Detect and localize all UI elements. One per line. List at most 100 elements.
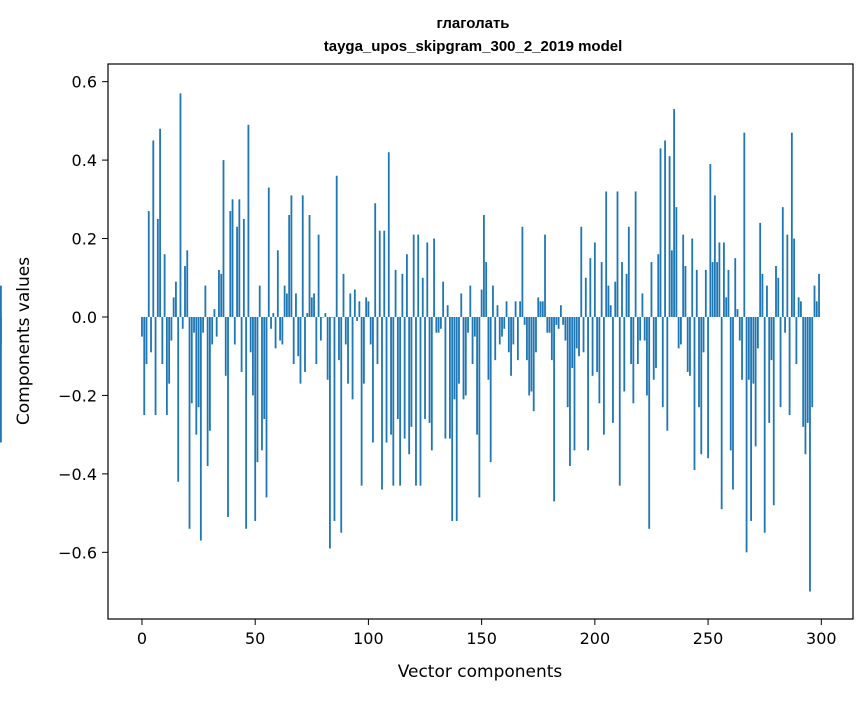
y-axis-ticks: −0.6 −0.4 −0.2 0.0 0.2 0.4 0.6 [58,73,108,562]
bar [428,316,431,423]
bar [618,316,621,486]
bar [220,273,223,317]
bar [381,316,383,490]
bar [455,316,458,521]
bar [763,316,766,533]
bar [575,316,578,349]
bar [716,262,719,317]
bar [238,199,241,317]
bar [211,316,214,345]
bar [661,316,664,408]
x-tick-label: 300 [806,629,837,648]
bar [501,316,503,337]
bar [170,316,173,341]
bar [648,316,651,529]
bar [578,316,580,357]
bar [473,316,476,337]
bar [598,316,601,404]
bar [281,316,284,345]
bar [270,316,272,329]
bar [489,316,492,463]
bar [154,316,157,416]
bar [609,305,612,317]
x-tick-label: 200 [580,629,611,648]
bar [453,316,456,400]
bar [745,316,748,553]
bar [340,316,343,533]
y-tick-label: 0.0 [72,308,97,327]
bar [788,316,791,416]
bar [288,215,291,317]
bar [537,297,540,317]
bar [224,316,227,376]
bar [168,316,171,384]
bar [229,211,232,317]
bar [507,316,510,353]
bar [750,316,752,521]
bar [582,316,585,353]
bar [213,309,216,317]
bar [743,132,746,317]
bar [686,316,689,372]
bar [145,316,148,365]
bar [553,316,555,502]
bar [181,316,184,329]
bar [283,285,286,317]
bar [650,262,653,317]
bar [800,301,802,317]
bar [446,305,449,317]
bar [498,316,501,345]
bar [670,250,673,317]
bar [188,316,191,529]
bar [797,297,800,317]
bar [365,297,368,317]
bar [190,316,193,404]
bar [374,203,377,317]
bar [516,316,519,361]
x-axis-ticks: 0 50 100 150 200 250 300 [137,619,837,648]
bar [514,301,517,317]
bar [566,316,569,408]
bar [781,207,784,317]
y-tick-label: 0.4 [72,151,97,170]
bar [258,285,261,317]
bar [521,226,524,317]
bar [403,316,406,439]
bar [689,316,691,376]
bar [276,250,279,317]
bar [165,316,168,416]
bar [580,226,583,317]
bar [233,316,236,345]
bar [550,316,553,361]
bar [186,250,189,317]
bar [299,316,302,384]
bar [439,316,442,329]
bar [227,316,229,518]
bar [723,242,725,317]
bar [639,316,642,341]
bar [523,316,526,325]
plot-frame [107,63,854,620]
bar [754,316,757,447]
bar [779,316,782,408]
bar [571,316,574,368]
y-tick-label: −0.2 [58,386,97,405]
bar [392,316,395,486]
bar [693,316,696,470]
bar [720,316,723,510]
bar [147,211,150,317]
bar [691,238,694,317]
bar [709,164,712,317]
bar [378,230,381,317]
bar [206,316,209,467]
bar [263,316,266,419]
bar [197,316,200,408]
bar [372,316,374,443]
bar [544,234,546,317]
bar [559,305,562,317]
bar [725,297,728,317]
bar [412,234,415,317]
bar [215,316,218,337]
